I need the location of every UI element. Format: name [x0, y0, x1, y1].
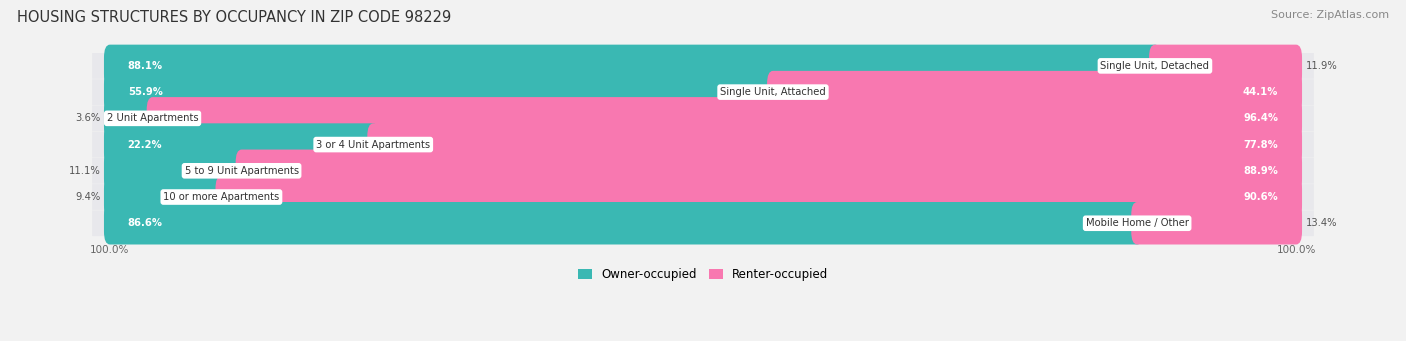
FancyBboxPatch shape [1149, 45, 1302, 87]
FancyBboxPatch shape [104, 71, 779, 113]
FancyBboxPatch shape [104, 123, 380, 166]
FancyBboxPatch shape [93, 53, 1313, 79]
Text: Single Unit, Detached: Single Unit, Detached [1101, 61, 1209, 71]
Text: Single Unit, Attached: Single Unit, Attached [720, 87, 825, 97]
Text: 22.2%: 22.2% [128, 139, 162, 150]
FancyBboxPatch shape [1132, 202, 1302, 244]
Text: 11.9%: 11.9% [1306, 61, 1337, 71]
FancyBboxPatch shape [93, 79, 1313, 105]
Text: HOUSING STRUCTURES BY OCCUPANCY IN ZIP CODE 98229: HOUSING STRUCTURES BY OCCUPANCY IN ZIP C… [17, 10, 451, 25]
FancyBboxPatch shape [104, 45, 1161, 87]
FancyBboxPatch shape [146, 97, 1302, 139]
Text: 86.6%: 86.6% [128, 218, 163, 228]
Text: 90.6%: 90.6% [1243, 192, 1278, 202]
Text: Mobile Home / Other: Mobile Home / Other [1085, 218, 1188, 228]
Text: 88.9%: 88.9% [1243, 166, 1278, 176]
Legend: Owner-occupied, Renter-occupied: Owner-occupied, Renter-occupied [572, 264, 834, 286]
FancyBboxPatch shape [104, 150, 247, 192]
FancyBboxPatch shape [104, 202, 1143, 244]
FancyBboxPatch shape [93, 105, 1313, 131]
Text: 100.0%: 100.0% [90, 245, 129, 255]
Text: 88.1%: 88.1% [128, 61, 163, 71]
Text: 100.0%: 100.0% [1277, 245, 1316, 255]
FancyBboxPatch shape [93, 184, 1313, 210]
Text: 9.4%: 9.4% [75, 192, 100, 202]
FancyBboxPatch shape [104, 97, 159, 139]
FancyBboxPatch shape [768, 71, 1302, 113]
Text: 5 to 9 Unit Apartments: 5 to 9 Unit Apartments [184, 166, 298, 176]
Text: 3 or 4 Unit Apartments: 3 or 4 Unit Apartments [316, 139, 430, 150]
Text: 96.4%: 96.4% [1243, 113, 1278, 123]
FancyBboxPatch shape [215, 176, 1302, 218]
Text: 2 Unit Apartments: 2 Unit Apartments [107, 113, 198, 123]
Text: 77.8%: 77.8% [1243, 139, 1278, 150]
FancyBboxPatch shape [236, 150, 1302, 192]
Text: 55.9%: 55.9% [128, 87, 163, 97]
Text: 13.4%: 13.4% [1306, 218, 1337, 228]
Text: 3.6%: 3.6% [75, 113, 100, 123]
Text: Source: ZipAtlas.com: Source: ZipAtlas.com [1271, 10, 1389, 20]
FancyBboxPatch shape [93, 132, 1313, 158]
FancyBboxPatch shape [367, 123, 1302, 166]
FancyBboxPatch shape [104, 176, 228, 218]
FancyBboxPatch shape [93, 158, 1313, 184]
FancyBboxPatch shape [93, 210, 1313, 236]
Text: 44.1%: 44.1% [1243, 87, 1278, 97]
Text: 10 or more Apartments: 10 or more Apartments [163, 192, 280, 202]
Text: 11.1%: 11.1% [69, 166, 100, 176]
